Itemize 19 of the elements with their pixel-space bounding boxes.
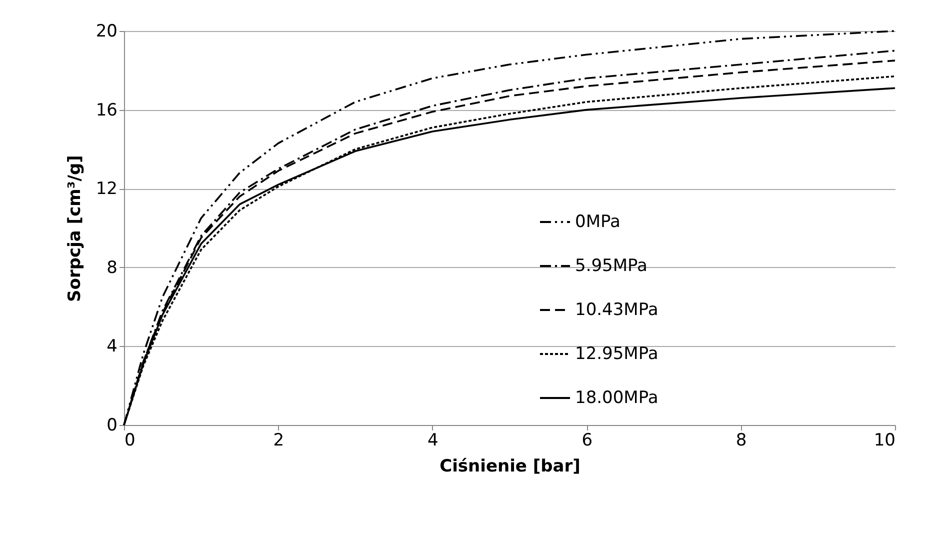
legend-label: 5.95MPa [575,256,648,276]
x-tick-label: 10 [874,430,896,450]
legend-label: 10.43MPa [575,300,658,320]
x-tick-label: 4 [427,430,438,450]
y-tick-label: 8 [106,258,118,278]
y-tick-label: 0 [106,416,118,436]
y-tick-label: 4 [106,336,118,357]
legend-label: 12.95MPa [575,344,658,364]
y-tick-label: 12 [96,179,118,200]
y-tick-label: 20 [96,22,118,42]
x-tick-label: 6 [582,430,593,450]
x-tick-label: 2 [273,430,284,450]
y-tick-label: 16 [96,100,118,120]
x-tick-label: 8 [736,430,747,450]
x-axis-title: Ciśnienie [bar] [440,456,580,476]
legend-label: 18.00MPa [575,388,658,408]
legend-label: 0MPa [575,212,620,232]
y-axis-title: Sorpcja [cm³/g] [64,155,85,302]
x-tick-label: 0 [124,430,136,450]
